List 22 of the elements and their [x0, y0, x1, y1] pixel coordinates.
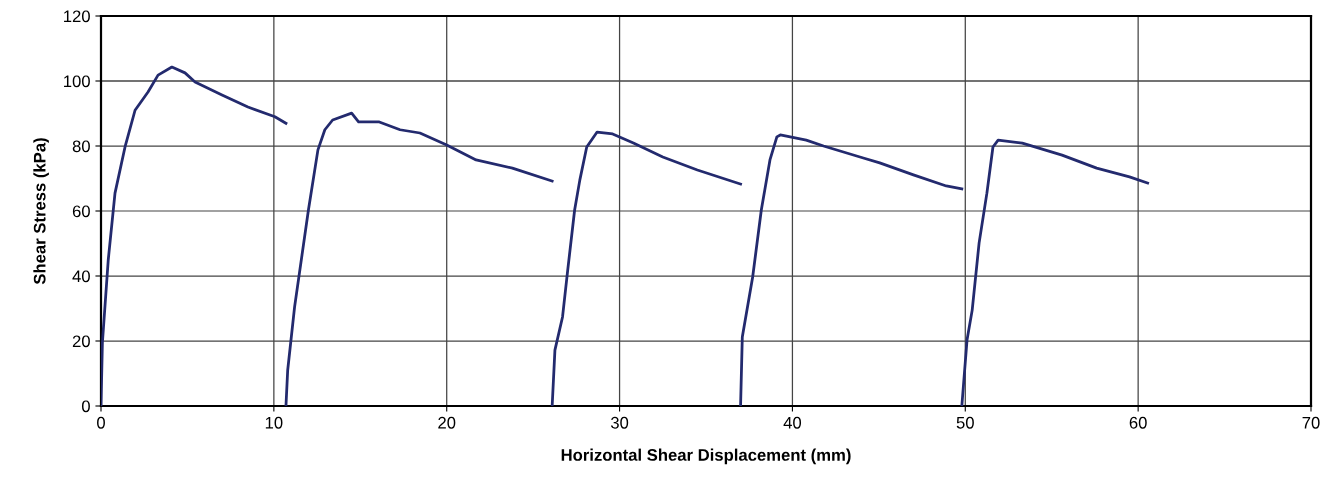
y-tick-label: 40 [72, 270, 90, 283]
y-tick-label: 80 [72, 140, 90, 153]
y-tick-label: 0 [81, 400, 90, 413]
x-tick-label: 50 [956, 416, 974, 429]
x-tick-label: 30 [610, 416, 629, 429]
line-series [284, 111, 554, 406]
y-axis-title: Shear Stress (kPa) [33, 138, 49, 285]
line-series [960, 138, 1150, 406]
line-series [739, 133, 964, 406]
y-tick-label: 100 [64, 75, 90, 88]
y-tick-label: 20 [72, 335, 90, 348]
line-series [101, 65, 288, 406]
line-series [550, 130, 742, 406]
x-tick-label: 60 [1129, 416, 1147, 429]
x-tick-label: 40 [783, 416, 802, 429]
y-tick-label: 120 [64, 10, 90, 23]
y-tick-label: 60 [72, 205, 90, 218]
x-tick-label: 10 [265, 416, 283, 429]
x-tick-label: 70 [1302, 416, 1320, 429]
x-axis-title: Horizontal Shear Displacement (mm) [561, 448, 851, 465]
x-tick-label: 20 [438, 416, 456, 429]
x-tick-label: 0 [97, 416, 105, 429]
